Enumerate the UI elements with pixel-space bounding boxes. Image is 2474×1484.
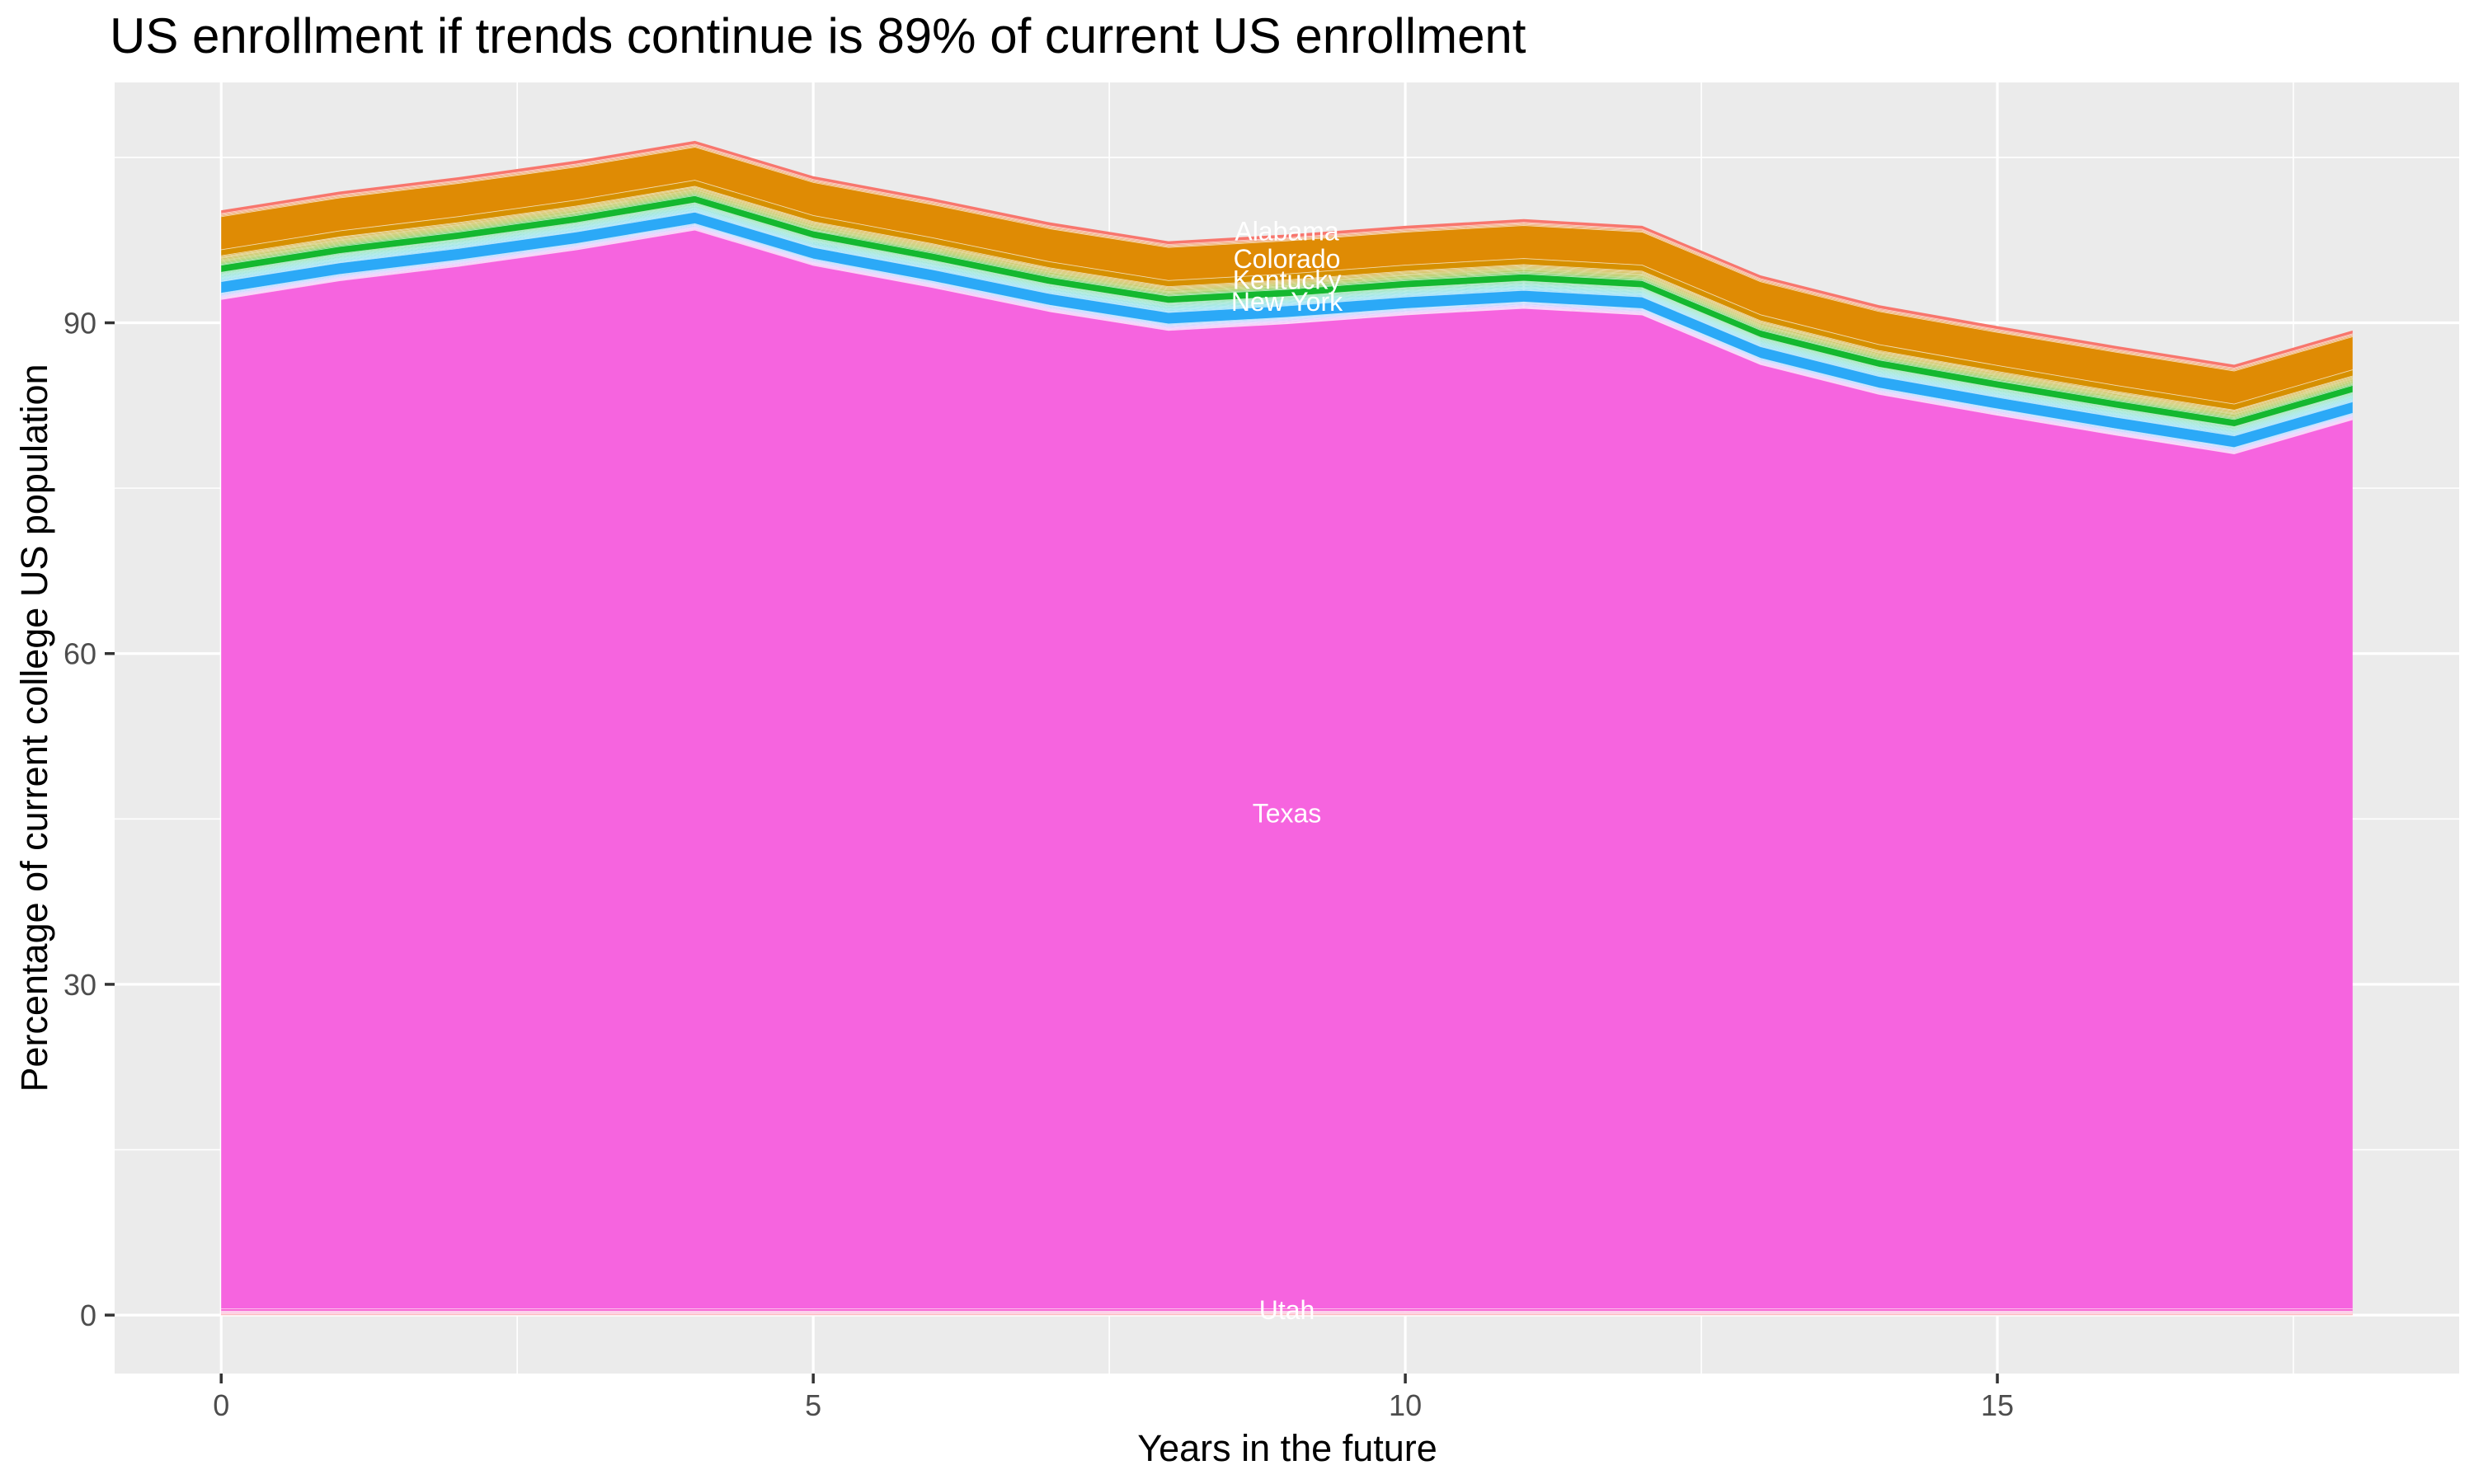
separator-below-hawaii: [221, 190, 2353, 416]
y-tick-label: 90: [63, 307, 96, 340]
separator-below-rhode-island: [221, 228, 2353, 453]
area-label-alabama: Alabama: [1235, 217, 1339, 247]
separator-below-montana: [221, 208, 2353, 434]
area-label-utah: Utah: [1259, 1295, 1315, 1325]
separator-below-mississippi: [221, 207, 2353, 432]
separator-below-idaho: [221, 191, 2353, 416]
area-california: [221, 147, 2353, 405]
separator-below-connecticut: [221, 186, 2353, 412]
area-label-texas: Texas: [1253, 799, 1322, 829]
separator-below-new-jersey: [221, 211, 2353, 436]
chart-title: US enrollment if trends continue is 89% …: [110, 8, 1526, 63]
x-tick-label: 10: [1389, 1388, 1422, 1422]
separator-below-oklahoma: [221, 225, 2353, 451]
separator-below-ohio: [221, 225, 2353, 450]
separator-below-missouri: [221, 208, 2353, 433]
separator-below-north-carolina: [221, 223, 2353, 449]
separator-below-illinois: [221, 192, 2353, 417]
separator-below-iowa: [221, 194, 2353, 420]
separator-below-alaska: [221, 144, 2353, 370]
x-tick-labels: 0 5 10 15: [213, 1388, 2014, 1422]
separator-below-kentucky: [221, 202, 2353, 427]
area-utah: [221, 1308, 2353, 1312]
separator-below-south-carolina: [221, 228, 2353, 453]
separator-below-pennsylvania: [221, 227, 2353, 452]
separator-below-nebraska: [221, 209, 2353, 434]
separator-below-maryland: [221, 204, 2353, 430]
area-texas: [221, 230, 2353, 1309]
x-tick-label: 0: [213, 1388, 229, 1422]
area-label-new-york: New York: [1231, 287, 1343, 317]
separator-below-colorado: [221, 186, 2353, 411]
separator-below-new-hampshire: [221, 210, 2353, 435]
y-tick-label: 0: [80, 1298, 96, 1332]
separator-below-florida: [221, 188, 2353, 414]
stacked-state-areas: [221, 140, 2353, 1316]
x-tick-label: 5: [805, 1388, 821, 1422]
separator-below-arkansas: [221, 147, 2353, 372]
y-tick-labels: 0 30 60 90: [63, 307, 96, 1333]
area-new-york: [221, 212, 2353, 448]
separator-below-oregon: [221, 226, 2353, 452]
separator-below-south-dakota: [221, 228, 2353, 454]
separator-below-nevada: [221, 209, 2353, 434]
separator-below-delaware: [221, 187, 2353, 413]
y-axis-title: Percentage of current college US populat…: [13, 364, 55, 1092]
separator-below-minnesota: [221, 206, 2353, 431]
separator-below-michigan: [221, 205, 2353, 430]
axis-tick-marks: [105, 321, 1999, 1383]
area-label-kentucky: Kentucky: [1233, 265, 1342, 294]
separator-below-california: [221, 180, 2353, 405]
separator-below-louisiana: [221, 203, 2353, 428]
x-tick-label: 15: [1981, 1388, 2014, 1422]
separator-below-georgia: [221, 190, 2353, 415]
separator-below-indiana: [221, 193, 2353, 418]
separator-below-maine: [221, 204, 2353, 429]
y-tick-label: 30: [63, 968, 96, 1002]
separator-below-massachusetts: [221, 204, 2353, 430]
area-label-colorado: Colorado: [1234, 244, 1341, 274]
separator-below-north-dakota: [221, 224, 2353, 449]
separator-below-kansas: [221, 195, 2353, 420]
area-separator-lines: [221, 143, 2353, 1315]
separator-below-new-york: [221, 223, 2353, 448]
separator-below-tennessee: [221, 229, 2353, 454]
x-axis-title: Years in the future: [1137, 1427, 1437, 1469]
y-tick-label: 60: [63, 637, 96, 671]
separator-below-alabama: [221, 143, 2353, 369]
separator-below-arizona: [221, 145, 2353, 371]
separator-below-new-mexico: [221, 211, 2353, 437]
